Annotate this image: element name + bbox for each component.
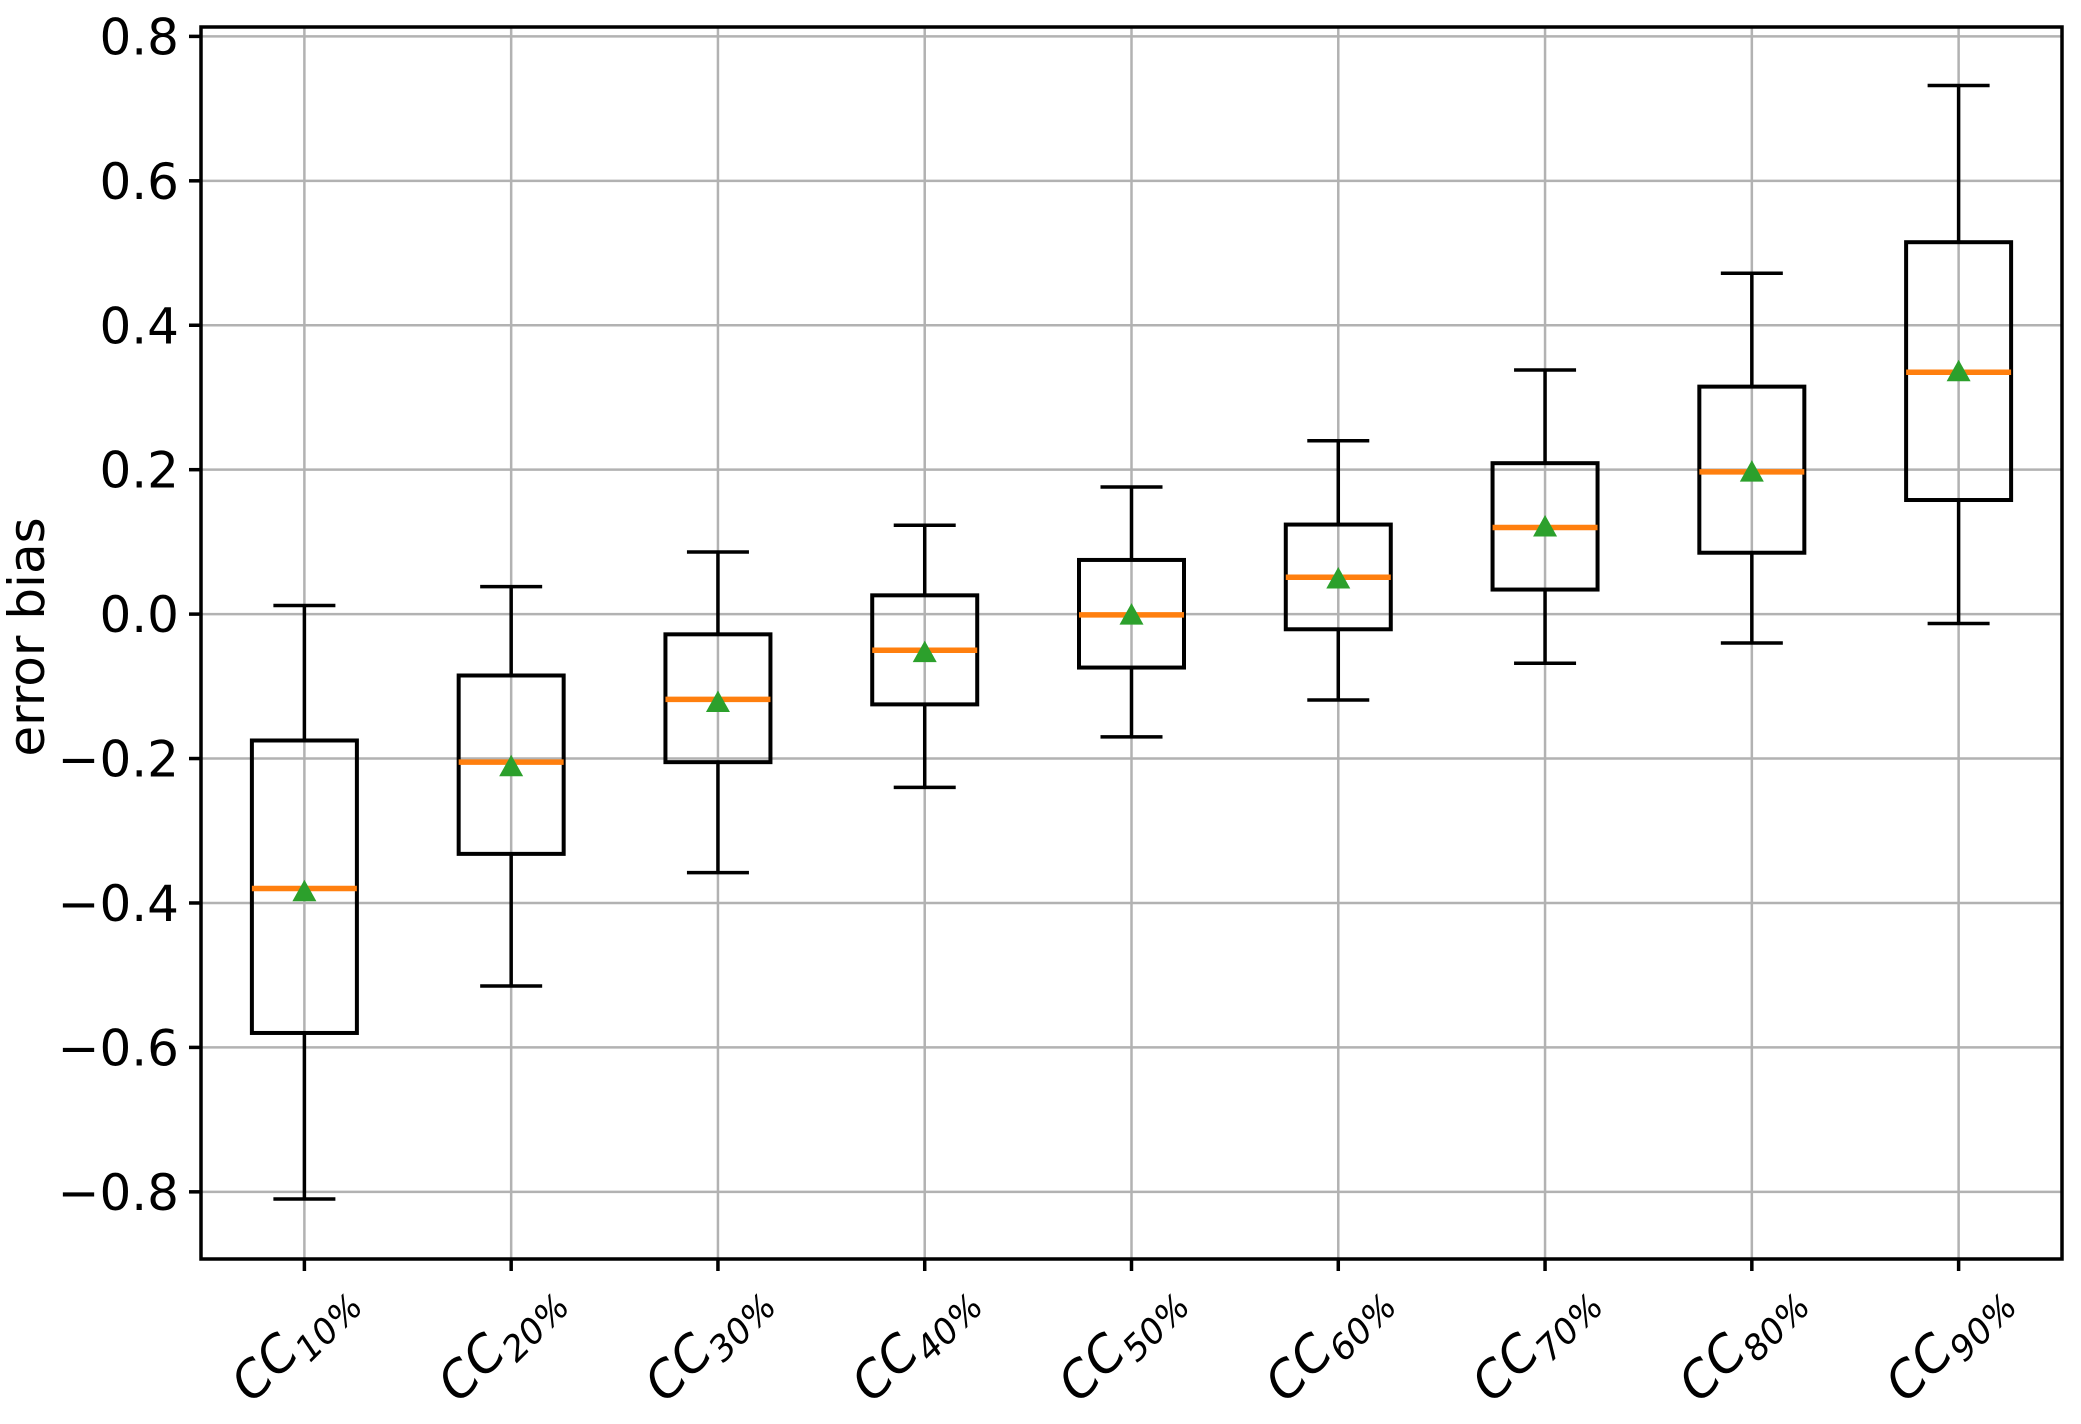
mean-marker xyxy=(1739,460,1764,482)
grid-layer xyxy=(201,27,2062,1259)
box-group-CC80% xyxy=(1697,271,1807,645)
box-group-CC60% xyxy=(1283,439,1393,702)
axes-layer: 0.8 0.6 0.4 0.2 0.0 −0.2 −0.4 −0.6 −0.8 CC10% CC20… xyxy=(58,8,2064,1419)
x-tick-label: CC80% xyxy=(1667,1267,1819,1419)
y-tick-label: −0.4 xyxy=(58,875,179,933)
y-tick-label: 0.0 xyxy=(99,586,179,644)
data-layer xyxy=(249,83,2014,1201)
x-tick-label: CC70% xyxy=(1460,1267,1612,1419)
box-group-CC20% xyxy=(456,584,566,988)
mean-marker xyxy=(1946,359,1971,382)
y-axis-label: error bias xyxy=(0,517,56,756)
y-tick-label: 0.8 xyxy=(99,8,179,66)
x-tick-label: CC50% xyxy=(1047,1267,1199,1419)
y-tick-label: 0.2 xyxy=(99,442,179,500)
box-group-CC90% xyxy=(1904,83,2014,626)
mean-marker xyxy=(912,640,937,663)
x-tick-label: CC30% xyxy=(633,1267,785,1419)
box-group-CC10% xyxy=(249,603,359,1201)
mean-marker xyxy=(292,879,317,902)
box-group-CC50% xyxy=(1077,485,1186,739)
mean-marker xyxy=(1119,603,1144,625)
x-tick-label: CC20% xyxy=(426,1267,578,1419)
x-tick-label: CC60% xyxy=(1253,1267,1405,1419)
mean-marker xyxy=(705,690,730,712)
x-tick-label: CC40% xyxy=(840,1267,992,1419)
y-tick-label: 0.4 xyxy=(99,297,179,355)
box-group-CC30% xyxy=(663,550,773,875)
x-tick-label: CC10% xyxy=(219,1267,371,1419)
y-tick-label: −0.6 xyxy=(58,1019,179,1077)
y-tick-label: −0.8 xyxy=(58,1164,179,1222)
mean-marker xyxy=(499,754,524,777)
box-group-CC70% xyxy=(1490,368,1600,665)
box-group-CC40% xyxy=(870,523,980,790)
x-tick-label: CC90% xyxy=(1874,1267,2026,1419)
mean-marker xyxy=(1533,515,1558,537)
y-tick-label: 0.6 xyxy=(99,153,179,211)
mean-marker xyxy=(1326,567,1351,589)
y-tick-label: −0.2 xyxy=(58,731,179,789)
